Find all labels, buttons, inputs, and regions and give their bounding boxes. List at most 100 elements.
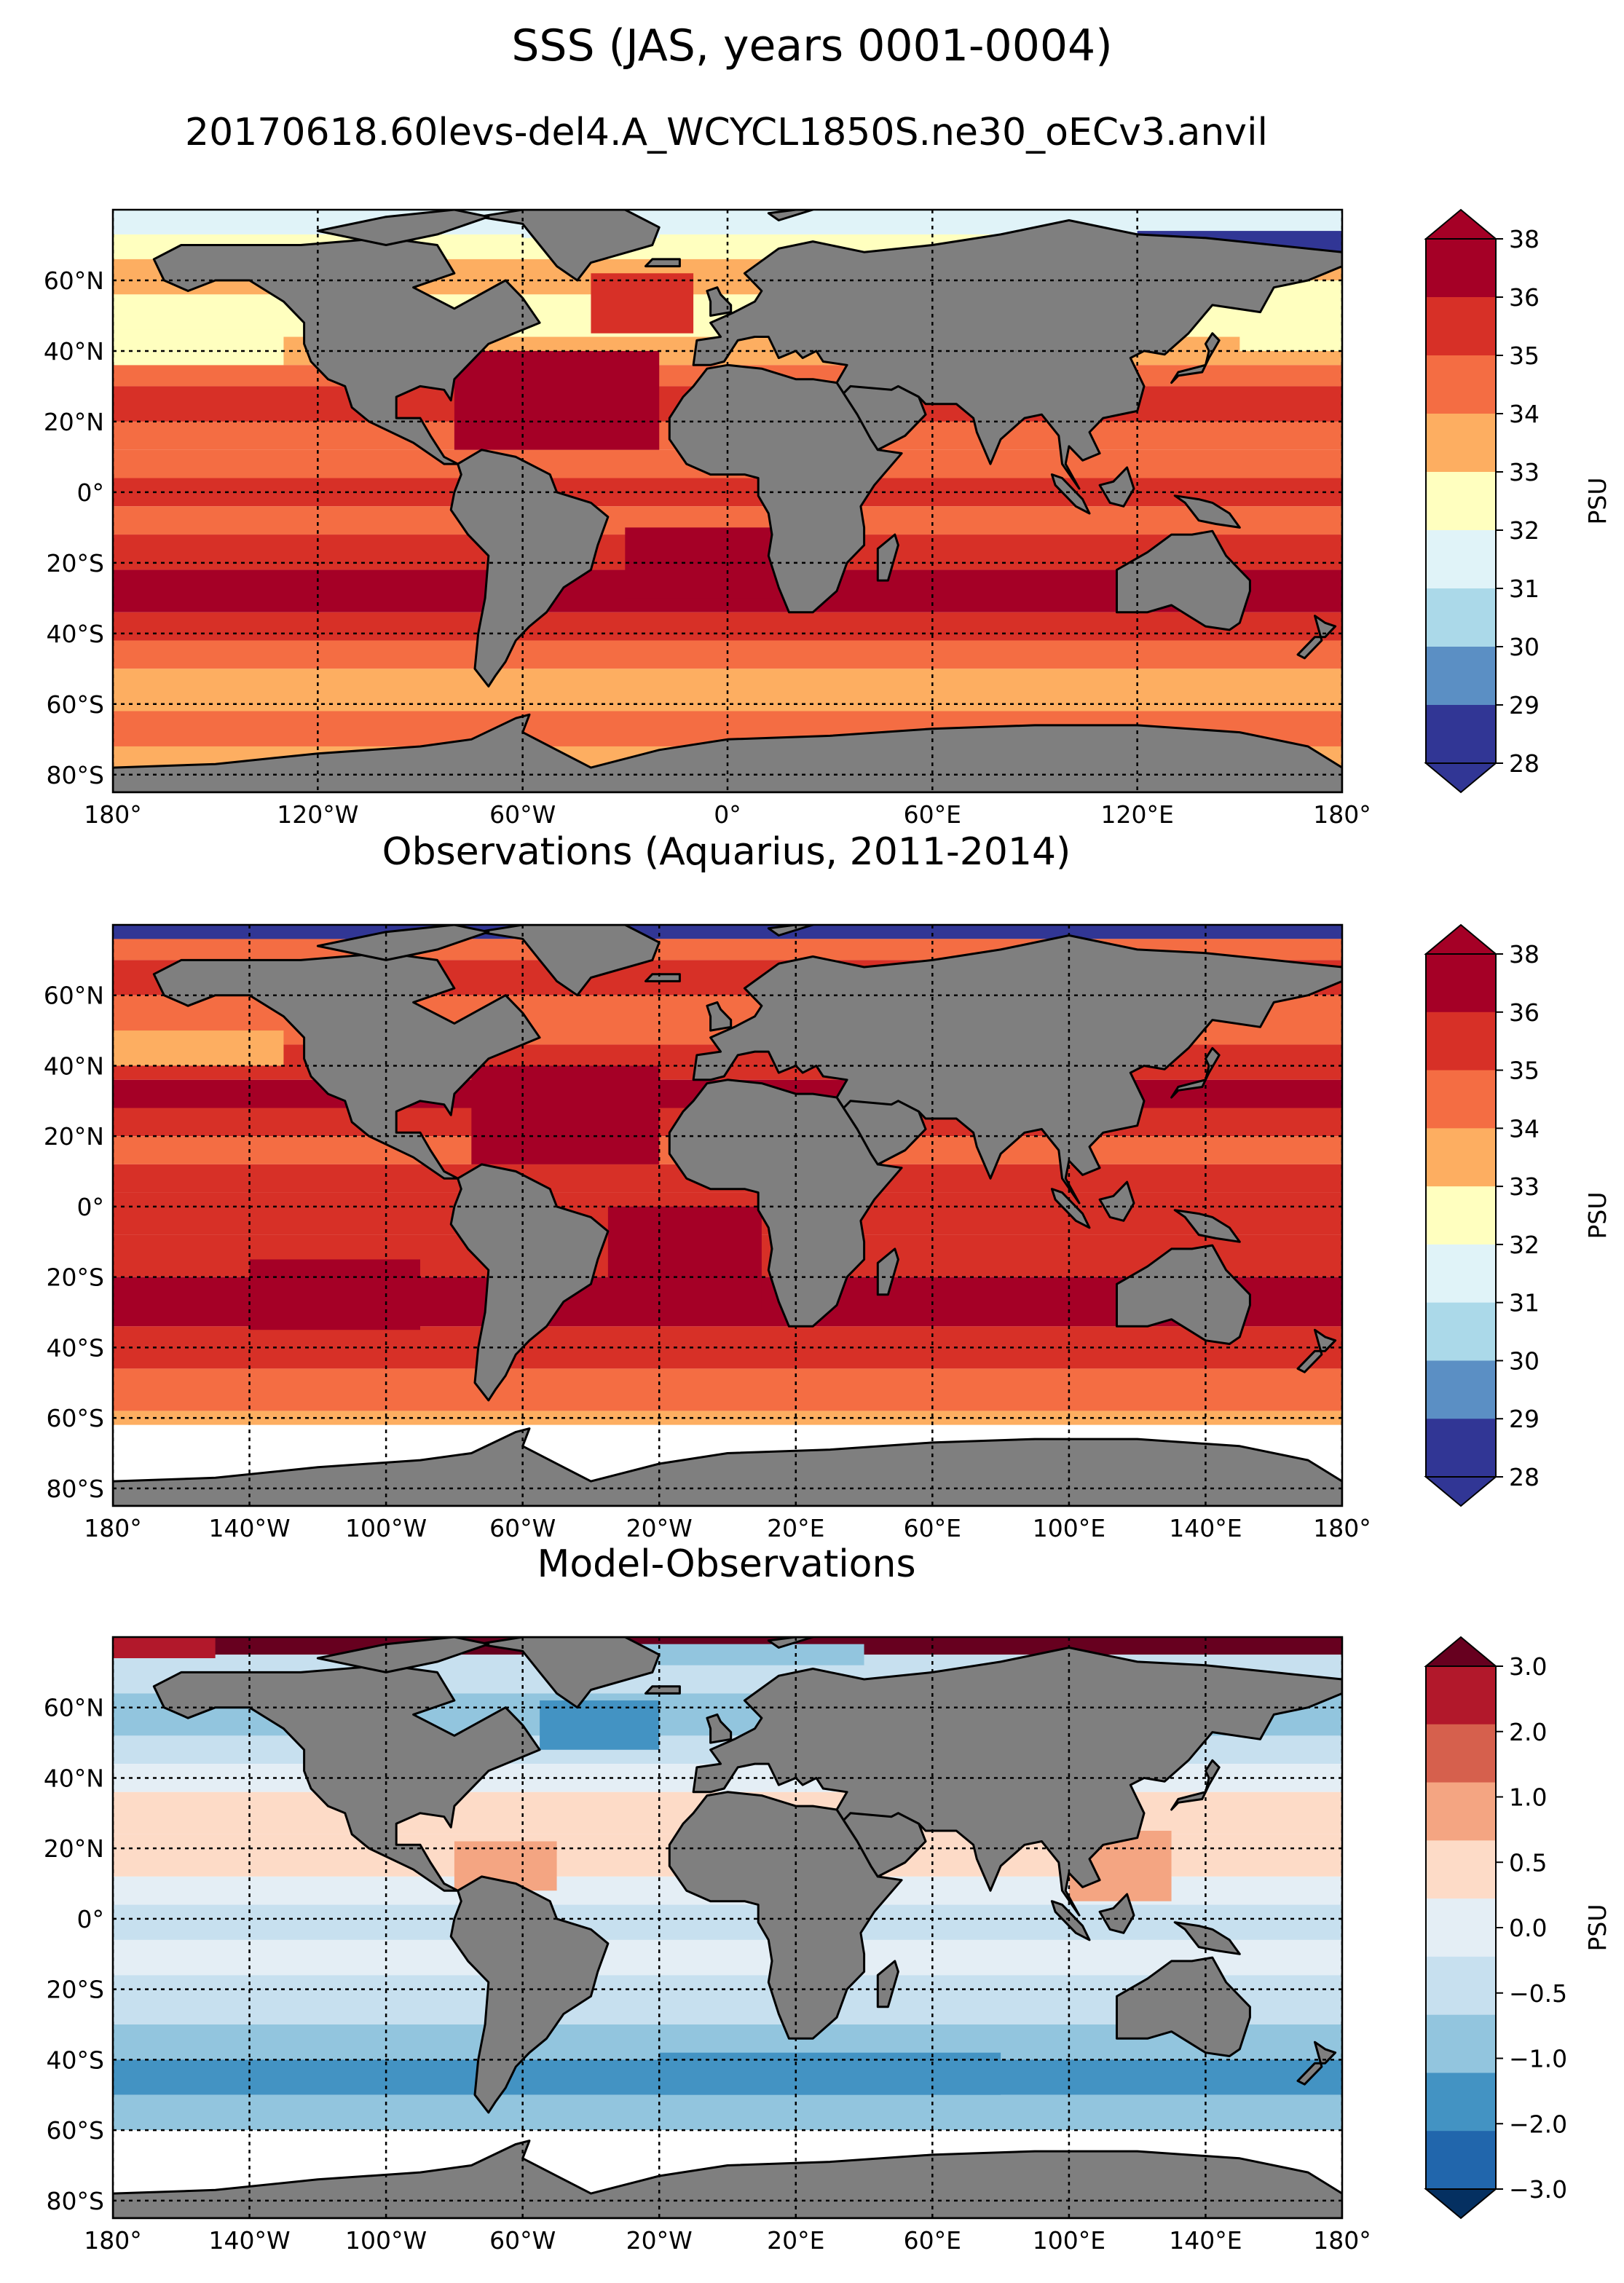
colorbar-segment: [1426, 414, 1496, 473]
colorbar-segment: [1426, 1070, 1496, 1129]
land-borneo: [1098, 466, 1135, 508]
land-madagascar: [876, 1960, 899, 2008]
land-antarctica: [113, 2140, 1342, 2218]
colorbar-segment: [1426, 1782, 1496, 1841]
land-australia: [1116, 1956, 1251, 2057]
y-tick-label: 40°N: [44, 337, 104, 366]
colorbar-segment: [1426, 1186, 1496, 1245]
x-tick-label: 60°W: [489, 1514, 556, 1542]
colorbar-tick-label: 30: [1509, 1346, 1540, 1375]
colorbar-segment: [1426, 1244, 1496, 1304]
ocean-band: [113, 1368, 1342, 1411]
colorbar-extend-bottom: [1424, 762, 1498, 794]
land-newGuinea: [1173, 1209, 1241, 1243]
colorbar-tick-label: 34: [1509, 400, 1540, 428]
x-tick-label: 20°E: [767, 2226, 824, 2255]
colorbar-segment: [1426, 297, 1496, 356]
colorbar-tick-label: 0.0: [1509, 1914, 1547, 1942]
colorbar-segment: [1426, 1724, 1496, 1783]
colorbar: 28 29 30 31 32 33 34 35 36 38 PSU: [1424, 208, 1612, 794]
x-tick-label: 120°W: [277, 800, 358, 829]
colorbar-segment: [1426, 2131, 1496, 2190]
colorbar-tick-label: 35: [1509, 1057, 1540, 1085]
colorbar-tick-label: 33: [1509, 1172, 1540, 1201]
x-tick-label: 140°W: [208, 2226, 290, 2255]
colorbar-segment: [1426, 1840, 1496, 1899]
land-iceland: [645, 973, 681, 982]
colorbar-tick-label: 1.0: [1509, 1783, 1547, 1812]
colorbar-segment: [1426, 355, 1496, 414]
x-tick-label: 140°W: [208, 1514, 290, 1542]
colorbar-tick-label: −3.0: [1509, 2175, 1567, 2204]
land-greenland: [477, 925, 661, 997]
map-frame: [111, 923, 1344, 1507]
land-australia: [1116, 1244, 1251, 1345]
land-newGuinea: [1173, 494, 1241, 529]
x-tick-label: 180°: [84, 1514, 142, 1542]
y-tick-label: 0°: [77, 1905, 105, 1933]
land-eurasia: [692, 934, 1342, 1204]
colorbar-tick-label: 28: [1509, 749, 1540, 778]
colorbar-tick-label: 2.0: [1509, 1718, 1547, 1746]
ocean-region: [113, 1030, 284, 1066]
x-tick-label: 180°: [1313, 1514, 1371, 1542]
colorbar-tick-label: 0.5: [1509, 1848, 1547, 1877]
y-tick-label: 60°S: [47, 2116, 104, 2145]
x-tick-label: 120°E: [1100, 800, 1173, 829]
colorbar-segment: [1426, 239, 1496, 298]
land-canadaIslands: [316, 210, 490, 246]
colorbar-tick-label: −2.0: [1509, 2110, 1567, 2138]
colorbar-label: PSU: [1583, 477, 1612, 524]
land-newZealand: [1296, 2040, 1337, 2086]
colorbar-tick-label: 36: [1509, 998, 1540, 1027]
land-arabia: [842, 385, 927, 452]
y-tick-label: 20°N: [44, 408, 104, 436]
land-greenland: [477, 210, 661, 282]
land-uk: [706, 1001, 733, 1032]
colorbar-tick-label: 31: [1509, 1289, 1540, 1317]
y-tick-label: 0°: [77, 478, 105, 507]
land-greenland: [477, 1637, 661, 1709]
colorbar-tick-label: −0.5: [1509, 1979, 1567, 2008]
colorbar-tick-label: −1.0: [1509, 2045, 1567, 2073]
colorbar-segment: [1426, 588, 1496, 647]
figure-title: SSS (JAS, years 0001-0004): [511, 20, 1113, 71]
colorbar-extend-top: [1424, 923, 1498, 955]
land-japan: [1170, 1759, 1221, 1811]
colorbar-segment: [1426, 1360, 1496, 1419]
x-tick-label: 100°W: [345, 1514, 427, 1542]
y-tick-label: 40°S: [47, 1333, 104, 1362]
colorbar-tick-label: 35: [1509, 342, 1540, 370]
land-svalbard: [767, 1637, 814, 1649]
land-borneo: [1098, 1180, 1135, 1222]
ocean-band: [113, 2094, 1342, 2131]
colorbar-segment: [1426, 472, 1496, 531]
colorbar-tick-label: 32: [1509, 1231, 1540, 1259]
y-tick-label: 60°S: [47, 690, 104, 719]
land-newZealand: [1296, 615, 1337, 660]
land-japan: [1170, 332, 1221, 385]
ocean-region: [607, 1206, 762, 1312]
colorbar-segment: [1426, 1419, 1496, 1478]
colorbar-extend-bottom: [1424, 1476, 1498, 1507]
land-newZealand: [1296, 1328, 1337, 1373]
y-tick-label: 80°S: [47, 2187, 104, 2215]
land-svalbard: [767, 210, 814, 221]
colorbar-tick-label: 28: [1509, 1463, 1540, 1491]
colorbar-segment: [1426, 2014, 1496, 2073]
colorbar-tick-label: 3.0: [1509, 1652, 1547, 1681]
colorbar: 3.0 2.0 1.0 0.5 0.0 −0.5 −1.0 −2.0 −3.0 PSU: [1424, 1636, 1612, 2220]
ocean-region: [249, 1259, 420, 1330]
map-panel-difference: 180° 140°W 100°W 60°W 20°W 20°E 60°E 100°E 140°E…: [44, 1636, 1612, 2255]
x-tick-label: 20°W: [626, 2226, 693, 2255]
land-arabia: [842, 1100, 927, 1166]
x-tick-label: 60°E: [904, 2226, 961, 2255]
land-arabia: [842, 1812, 927, 1878]
x-tick-label: 180°: [84, 2226, 142, 2255]
ocean-region: [471, 1065, 660, 1164]
ocean-region: [113, 925, 387, 939]
y-tick-label: 40°S: [47, 2046, 104, 2074]
colorbar-segment: [1426, 2073, 1496, 2132]
colorbar-tick-label: 30: [1509, 633, 1540, 661]
